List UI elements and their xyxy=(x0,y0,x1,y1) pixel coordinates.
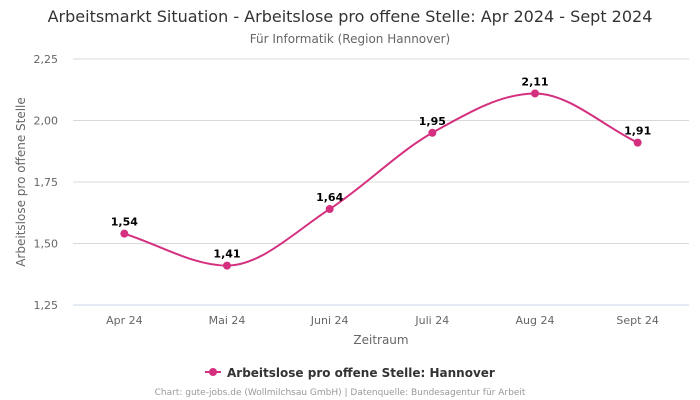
data-label: 1,64 xyxy=(316,191,343,204)
legend-dot-marker xyxy=(209,368,217,376)
data-label: 1,95 xyxy=(419,115,446,128)
x-tick-label: Juli 24 xyxy=(414,314,449,327)
y-axis-ticks: 1,25 1,50 1,75 2,00 2,25 xyxy=(34,53,59,312)
x-tick-label: Apr 24 xyxy=(106,314,143,327)
x-axis-title: Zeitraum xyxy=(353,333,408,347)
data-point[interactable] xyxy=(223,261,231,270)
x-tick-label: Juni 24 xyxy=(310,314,349,327)
legend[interactable]: Arbeitslose pro offene Stelle: Hannover xyxy=(205,366,495,380)
grid-lines xyxy=(73,58,689,306)
legend-item-label[interactable]: Arbeitslose pro offene Stelle: Hannover xyxy=(227,366,495,380)
chart-credits: Chart: gute-jobs.de (Wollmilchsau GmbH) … xyxy=(155,388,526,398)
y-tick-label: 2,00 xyxy=(34,115,59,128)
data-label: 2,11 xyxy=(521,75,548,88)
series-line xyxy=(124,92,639,267)
x-axis-ticks: Apr 24 Mai 24 Juni 24 Juli 24 Aug 24 Sept 24 xyxy=(106,314,659,327)
x-tick-label: Aug 24 xyxy=(516,314,555,327)
y-tick-label: 1,75 xyxy=(34,176,59,189)
data-label: 1,54 xyxy=(111,216,138,229)
y-tick-label: 1,25 xyxy=(34,299,59,312)
y-tick-label: 2,25 xyxy=(34,53,59,66)
data-label: 1,91 xyxy=(624,125,651,138)
data-point[interactable] xyxy=(428,128,437,137)
data-label: 1,41 xyxy=(213,248,240,261)
chart-subtitle: Für Informatik (Region Hannover) xyxy=(250,32,450,46)
x-tick-label: Sept 24 xyxy=(616,314,659,327)
plot-area: 1,54 1,41 1,64 1,95 2,11 1,91 xyxy=(111,75,651,270)
data-point[interactable] xyxy=(531,89,539,98)
data-point[interactable] xyxy=(633,138,642,147)
chart-title: Arbeitsmarkt Situation - Arbeitslose pro… xyxy=(48,7,653,26)
x-tick-label: Mai 24 xyxy=(209,314,246,327)
y-tick-label: 1,50 xyxy=(34,238,59,251)
y-axis-title: Arbeitslose pro offene Stelle xyxy=(14,97,28,267)
data-point[interactable] xyxy=(325,205,334,214)
data-point[interactable] xyxy=(120,229,129,238)
